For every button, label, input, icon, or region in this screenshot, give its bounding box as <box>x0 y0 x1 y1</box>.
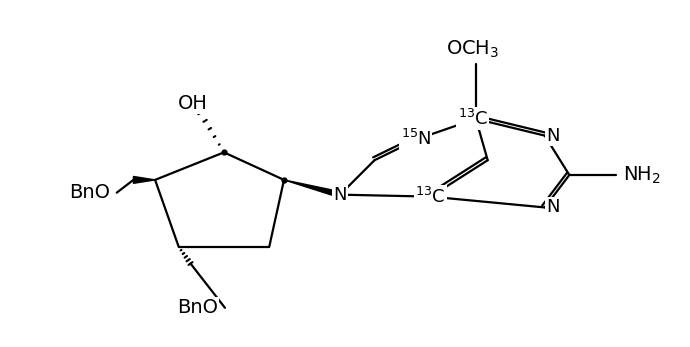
Text: BnO: BnO <box>177 298 218 317</box>
Text: OCH$_3$: OCH$_3$ <box>446 39 500 60</box>
Text: N: N <box>546 198 560 217</box>
Polygon shape <box>284 180 341 197</box>
Text: N: N <box>333 186 347 204</box>
Text: BnO: BnO <box>69 183 110 202</box>
Text: $^{15}$N: $^{15}$N <box>401 128 431 149</box>
Text: OH: OH <box>177 94 208 113</box>
Text: $^{13}$C: $^{13}$C <box>415 187 446 207</box>
Text: $^{13}$C: $^{13}$C <box>457 109 488 129</box>
Text: N: N <box>546 127 560 145</box>
Text: OH: OH <box>177 94 208 113</box>
Text: NH$_2$: NH$_2$ <box>624 164 662 186</box>
Polygon shape <box>133 177 155 183</box>
